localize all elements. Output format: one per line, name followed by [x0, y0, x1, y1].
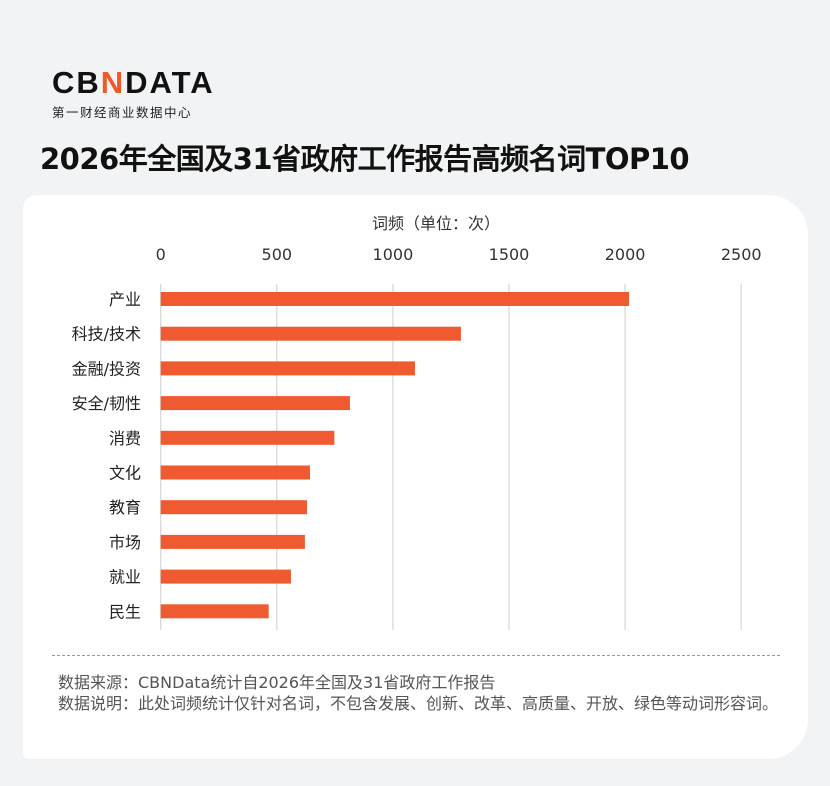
category-label: 民生	[109, 602, 141, 621]
explanation-note: 数据说明：此处词频统计仅针对名词，不包含发展、创新、改革、高质量、开放、绿色等动…	[58, 694, 779, 713]
category-label: 安全/韧性	[72, 394, 141, 413]
divider	[52, 655, 780, 656]
bar-教育	[160, 500, 307, 515]
bar-消费	[160, 430, 335, 445]
x-axis-label: 词频（单位：次）	[372, 214, 500, 233]
category-label: 金融/投资	[72, 359, 141, 378]
bar-就业	[160, 569, 291, 584]
logo-accent: N	[100, 65, 126, 100]
category-label: 就业	[109, 568, 141, 587]
cbndata-logo: CBNDATA 第一财经商业数据中心	[52, 66, 215, 121]
category-label: 消费	[109, 429, 141, 448]
notes: 数据来源：CBNData统计自2026年全国及31省政府工作报告 数据说明：此处…	[58, 672, 788, 714]
x-tick-label: 2000	[605, 245, 646, 264]
logo-text: CB	[52, 65, 101, 100]
bar-文化	[160, 465, 311, 480]
x-tick-label: 500	[262, 245, 293, 264]
bar-产业	[160, 292, 630, 306]
chart-card	[23, 195, 808, 759]
source-note: 数据来源：CBNData统计自2026年全国及31省政府工作报告	[58, 673, 496, 692]
x-tick-label: 1000	[373, 245, 414, 264]
x-tick-label: 1500	[489, 245, 530, 264]
category-label: 教育	[109, 498, 141, 517]
x-tick-label: 0	[156, 245, 166, 264]
category-label: 科技/技术	[72, 325, 141, 344]
logo-text: DATA	[125, 65, 215, 100]
bar-金融/投资	[160, 361, 415, 376]
bar-科技/技术	[160, 326, 461, 341]
bar-民生	[160, 604, 269, 619]
chart-title: 2026年全国及31省政府工作报告高频名词TOP10	[40, 142, 690, 176]
bar-市场	[160, 534, 305, 549]
x-tick-label: 2500	[721, 245, 762, 264]
category-label: 产业	[109, 290, 141, 309]
category-label: 文化	[109, 464, 141, 483]
logo-subtitle: 第一财经商业数据中心	[52, 105, 193, 120]
category-label: 市场	[109, 533, 141, 552]
bar-安全/韧性	[160, 396, 350, 411]
